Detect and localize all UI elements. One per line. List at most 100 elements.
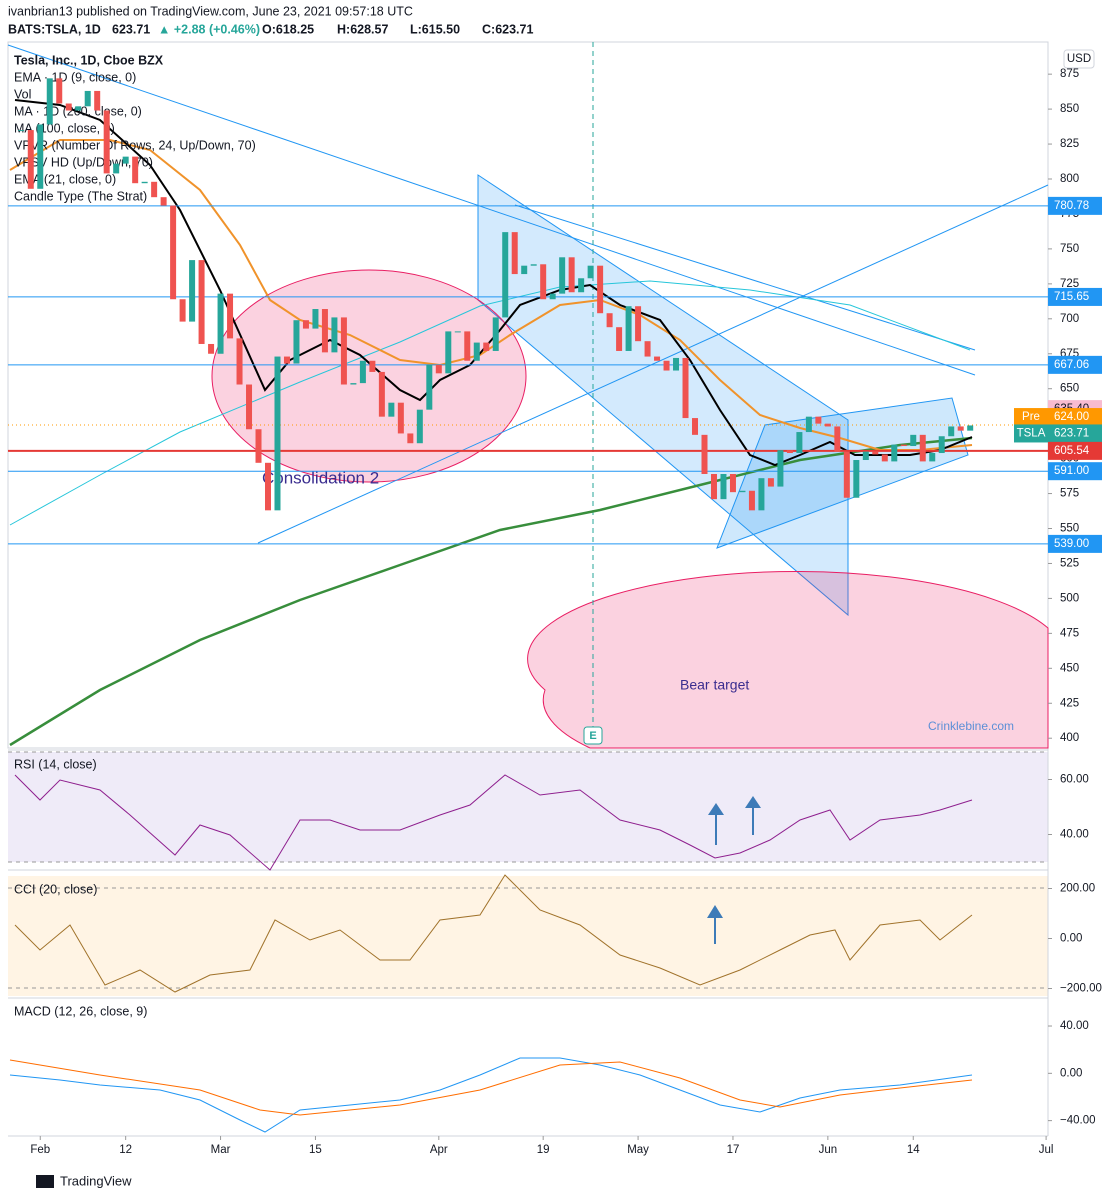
candle [37, 124, 44, 189]
y-tick-label: 575 [1060, 488, 1079, 500]
y-tick-label: −40.00 [1060, 1115, 1096, 1127]
x-tick-label: 15 [309, 1144, 322, 1156]
legend-item: Tesla, Inc., 1D, Cboe BZX [14, 53, 164, 67]
currency: USD [1067, 53, 1091, 65]
candle [274, 356, 281, 511]
candle [834, 426, 841, 452]
arrow [707, 905, 723, 944]
candle [227, 293, 234, 339]
candle [673, 357, 680, 371]
macd-line [9, 1057, 973, 1133]
candle [141, 181, 148, 184]
candle [729, 473, 736, 493]
y-tick-label: 550 [1060, 523, 1079, 535]
candle [796, 432, 803, 454]
x-tick-label: Apr [430, 1144, 448, 1156]
candle [824, 423, 831, 427]
x-tick-label: 19 [537, 1144, 550, 1156]
annotation: Consolidation 2 [262, 468, 379, 487]
x-tick-label: Mar [211, 1144, 231, 1156]
candle [246, 384, 253, 430]
candle [900, 444, 907, 447]
x-tick-label: Jul [1039, 1144, 1054, 1156]
candle [635, 306, 642, 342]
candle [815, 416, 822, 424]
cci-line [14, 874, 973, 993]
candle [75, 106, 82, 111]
legend-item: Candle Type (The Strat) [14, 189, 147, 203]
candle [777, 450, 784, 487]
x-tick-label: 17 [727, 1144, 740, 1156]
pane-title: MACD (12, 26, close, 9) [14, 1004, 147, 1018]
price-tag [1048, 534, 1102, 553]
panes [7, 41, 1049, 1137]
y-tick-label: 750 [1060, 243, 1079, 255]
candle [426, 364, 433, 410]
earnings-label: E [589, 730, 596, 742]
tag-box [1014, 424, 1048, 443]
candle [65, 103, 72, 111]
candle [938, 436, 945, 454]
candle [397, 402, 404, 434]
rsi-line [14, 774, 973, 871]
candle [483, 342, 490, 351]
candle [369, 360, 376, 372]
candle [843, 451, 850, 498]
y-tick-label: 40.00 [1060, 829, 1089, 841]
price-tag [1048, 462, 1102, 481]
candle [644, 341, 651, 357]
cci-pane [8, 876, 1048, 996]
ohlc-high: H:628.57 [337, 22, 388, 36]
candle [967, 425, 974, 431]
candle [521, 265, 528, 275]
candle [321, 309, 328, 353]
price-label: 605.54 [1054, 445, 1090, 457]
candle [179, 299, 186, 322]
candle [84, 90, 91, 107]
candle [663, 360, 670, 371]
price-label: 591.00 [1054, 465, 1089, 477]
candle [682, 357, 689, 419]
x-tick-label: 12 [119, 1144, 132, 1156]
y-tick-label: 700 [1060, 313, 1079, 325]
price-tag [1048, 355, 1102, 374]
candle [530, 264, 537, 266]
x-tick-label: 14 [907, 1144, 920, 1156]
candle [27, 130, 34, 189]
legend-item: Vol [14, 87, 31, 101]
candle [217, 293, 224, 354]
earnings-badge [583, 726, 603, 745]
candle [331, 317, 338, 353]
drawings [7, 42, 1049, 1133]
candle [302, 320, 309, 329]
y-tick-label: 400 [1060, 732, 1079, 744]
price-tag [1048, 441, 1102, 460]
ohlc-low: L:615.50 [410, 22, 460, 36]
candle [786, 450, 793, 454]
x-tick-label: May [627, 1144, 649, 1156]
candle [720, 473, 727, 500]
candle [208, 343, 215, 354]
candle [350, 383, 357, 385]
candle [862, 451, 869, 461]
candle [549, 293, 556, 300]
publisher: ivanbrian13 published on TradingView.com… [8, 4, 413, 18]
y-tick-label: 725 [1060, 278, 1079, 290]
candle [388, 402, 395, 417]
candle [416, 409, 423, 444]
candle [568, 257, 575, 293]
candle [265, 462, 271, 511]
y-tick-label: 200.00 [1060, 883, 1095, 895]
pane-title: CCI (20, close) [14, 882, 97, 896]
y-tick-label: 60.00 [1060, 774, 1089, 786]
price-tag [1048, 408, 1102, 427]
trend-line [257, 184, 1049, 544]
watermark: Crinklebine.com [928, 719, 1014, 733]
candle [805, 416, 812, 433]
candle [511, 232, 518, 275]
candle [587, 265, 594, 279]
candle [46, 78, 53, 125]
pane-title: RSI (14, close) [14, 757, 97, 771]
candle [160, 197, 167, 206]
